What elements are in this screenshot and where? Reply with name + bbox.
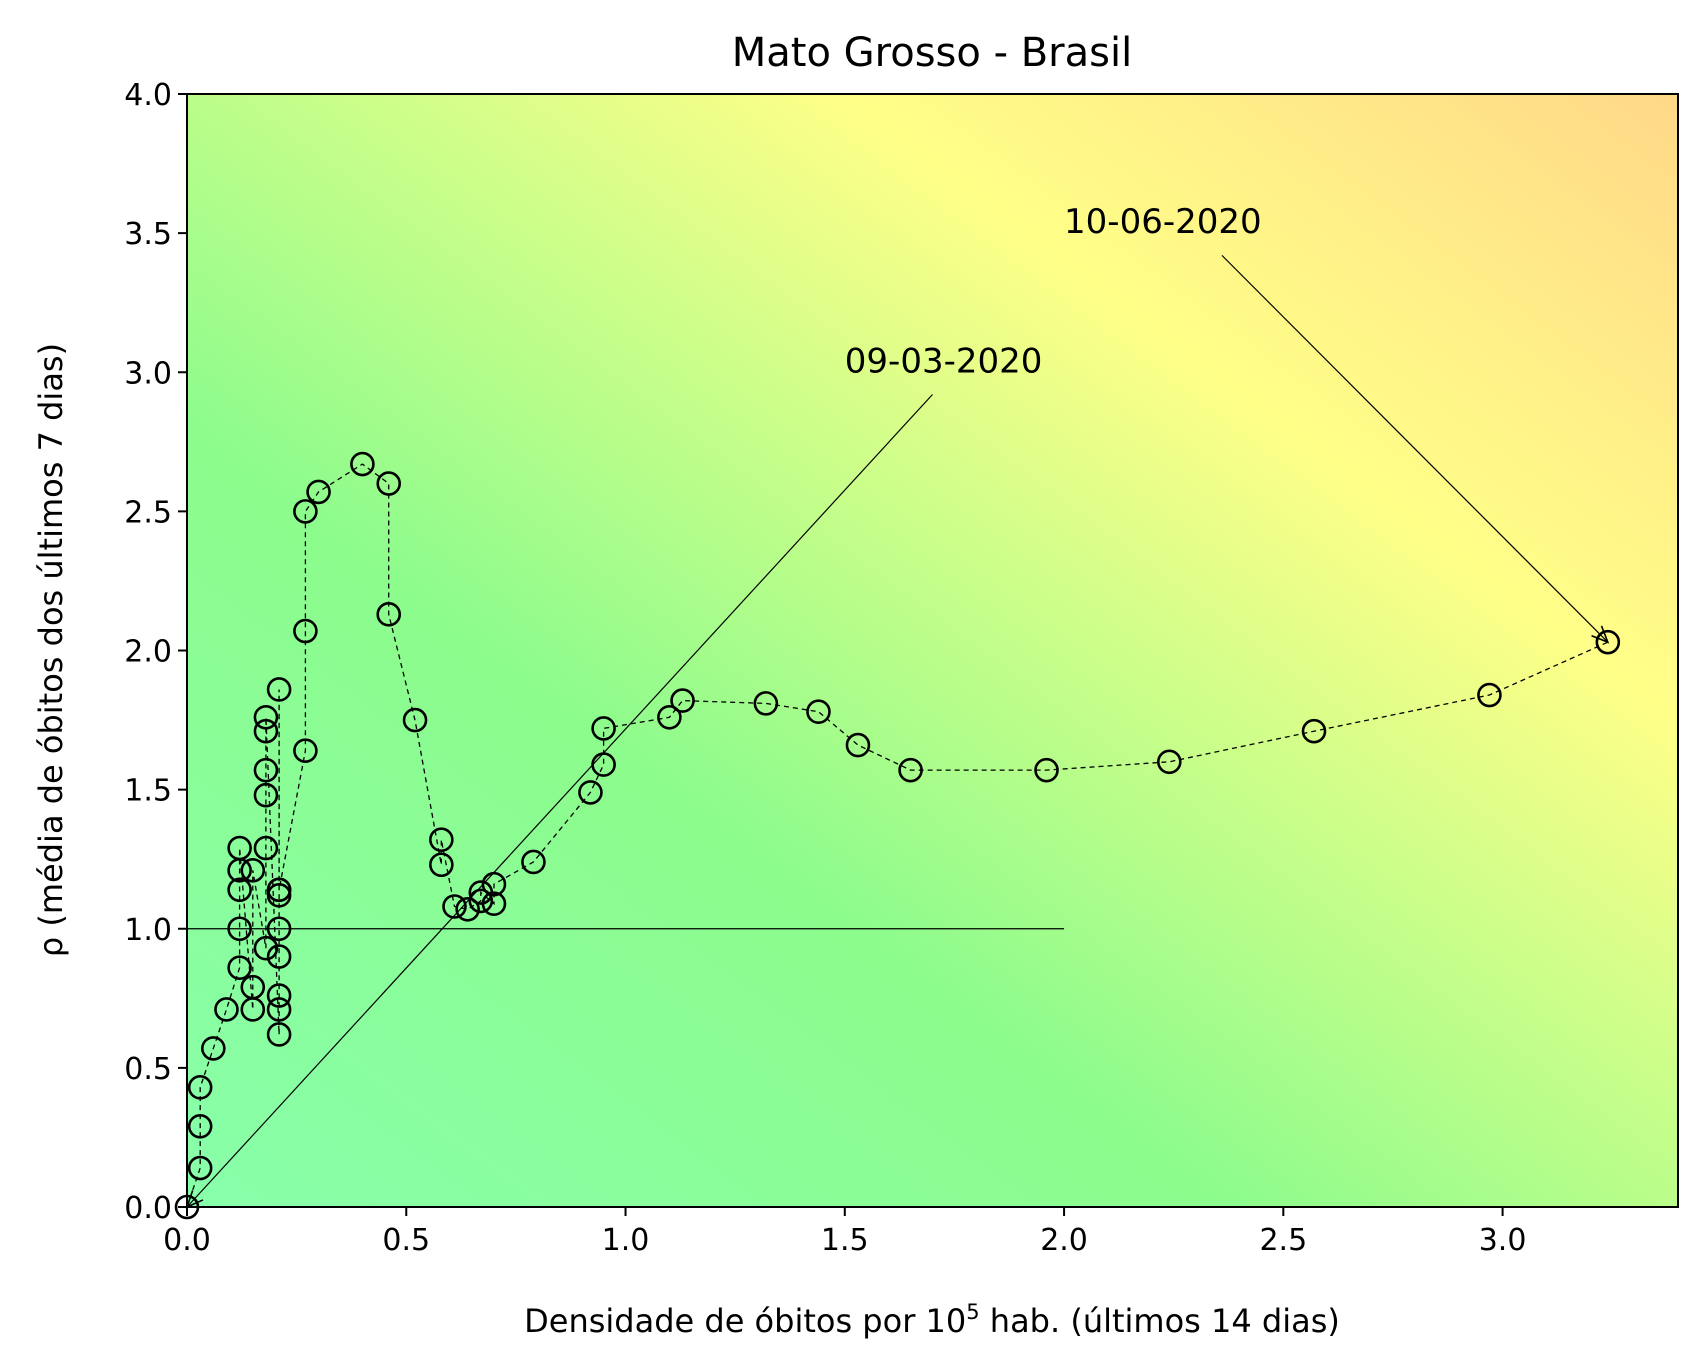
data-point (253, 935, 279, 961)
data-point (227, 955, 252, 981)
data-point (898, 757, 923, 783)
data-point (187, 1155, 213, 1181)
x-tick-label: 2.5 (1259, 1223, 1307, 1258)
data-point (293, 738, 318, 763)
data-point (253, 718, 279, 744)
data-point (266, 883, 292, 908)
x-axis-label-superscript: 5 (966, 1300, 979, 1324)
data-point (253, 757, 279, 783)
data-point (845, 732, 871, 758)
data-point (253, 835, 279, 861)
data-point (521, 849, 546, 875)
annotation-label-0: 09-03-2020 (845, 341, 1043, 381)
data-point (227, 835, 252, 861)
data-point (442, 894, 467, 919)
y-axis-ticks: 0.0 0.5 1.0 1.5 2.0 2.5 3.0 3.5 4.0 (124, 78, 187, 1226)
annotation-arrow-1 (1221, 254, 1610, 644)
y-tick-label: 2.5 (124, 495, 172, 530)
data-point (657, 704, 682, 730)
data-point (429, 827, 454, 853)
data-point (266, 983, 292, 1008)
x-tick-label: 0.0 (163, 1223, 211, 1258)
x-axis-label-suffix: hab. (últimos 14 dias) (980, 1302, 1340, 1340)
data-point (240, 858, 266, 883)
data-point (376, 602, 402, 627)
data-point (227, 877, 252, 903)
data-point (481, 871, 507, 897)
chart-title: Mato Grosso - Brasil (732, 30, 1132, 76)
data-point (1595, 629, 1621, 655)
data-point (376, 471, 402, 496)
y-tick-label: 0.0 (124, 1191, 172, 1226)
data-point (240, 974, 266, 1000)
data-point (266, 677, 292, 702)
data-point (806, 699, 831, 725)
annotation-arrows (185, 254, 1610, 1209)
x-tick-label: 3.0 (1479, 1223, 1527, 1258)
data-point (266, 1022, 292, 1047)
data-point (253, 704, 279, 730)
data-point (481, 891, 507, 917)
annotation-label-1: 10-06-2020 (1064, 202, 1262, 242)
data-point (468, 888, 494, 914)
data-point (266, 916, 292, 942)
data-point (591, 752, 616, 777)
data-point (293, 618, 318, 644)
x-tick-label: 2.0 (1040, 1223, 1088, 1258)
plot-background (187, 94, 1678, 1207)
data-point (1477, 682, 1502, 708)
x-tick-label: 1.0 (602, 1223, 650, 1258)
data-point (201, 1036, 226, 1061)
data-point (266, 997, 292, 1022)
y-tick-label: 0.5 (124, 1052, 172, 1087)
data-point (293, 499, 318, 524)
x-axis-label-prefix: Densidade de óbitos por 10 (524, 1302, 966, 1340)
data-point (266, 877, 292, 903)
x-axis-label: Densidade de óbitos por 105 hab. (último… (524, 1300, 1340, 1340)
data-point (227, 916, 252, 942)
y-tick-label: 1.5 (124, 774, 172, 809)
y-tick-label: 2.0 (124, 635, 172, 670)
y-tick-label: 3.5 (124, 217, 172, 252)
y-axis-label: ρ (média de óbitos dos últimos 7 dias) (32, 343, 70, 957)
data-point (350, 451, 375, 477)
x-tick-label: 0.5 (382, 1223, 430, 1258)
data-point (306, 479, 331, 505)
annotation-labels: 09-03-2020 10-06-2020 (845, 202, 1262, 381)
data-point (670, 688, 695, 713)
data-point (1301, 718, 1327, 744)
y-tick-label: 3.0 (124, 356, 172, 391)
data-point (187, 1114, 213, 1139)
data-point (266, 944, 292, 969)
data-point (753, 691, 779, 716)
data-point (1034, 757, 1059, 783)
y-tick-label: 4.0 (124, 78, 172, 113)
data-point (429, 852, 454, 878)
data-points (174, 451, 1621, 1220)
data-point (591, 716, 616, 741)
x-axis-ticks: 0.0 0.5 1.0 1.5 2.0 2.5 3.0 (163, 1207, 1526, 1258)
x-tick-label: 1.5 (821, 1223, 869, 1258)
series-path (187, 463, 1609, 1207)
data-point (455, 896, 480, 922)
data-point (1157, 749, 1182, 775)
series-line-layer (187, 463, 1609, 1207)
data-point (187, 1075, 213, 1100)
data-point (402, 707, 428, 733)
y-tick-label: 1.0 (124, 913, 172, 948)
annotation-arrow-0 (185, 394, 933, 1209)
data-point (253, 782, 279, 808)
data-point (214, 997, 239, 1022)
data-point (578, 780, 603, 805)
